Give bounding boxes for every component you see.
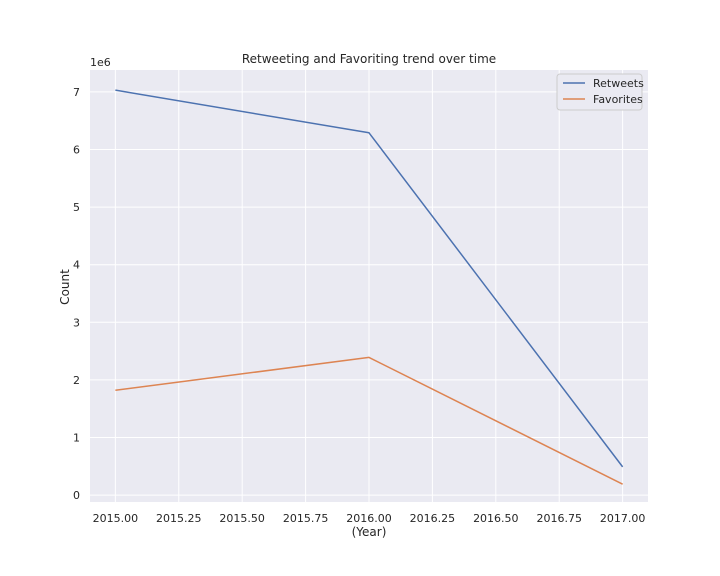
- series-line-retweets: [115, 89, 624, 468]
- y-tick-label: 1: [73, 431, 80, 444]
- y-tick-label: 7: [73, 86, 80, 99]
- y-tick-labels: 0 1 2 3 4 5 6 7: [73, 86, 80, 502]
- y-tick-label: 0: [73, 489, 80, 502]
- y-tick-label: 6: [73, 143, 80, 156]
- x-tick-label: 2016.00: [346, 512, 392, 525]
- y-tick-label: 4: [73, 259, 80, 272]
- x-axis-label: (Year): [352, 525, 387, 539]
- chart-title: Retweeting and Favoriting trend over tim…: [242, 52, 496, 66]
- x-tick-label: 2015.75: [283, 512, 329, 525]
- x-tick-label: 2016.50: [473, 512, 519, 525]
- y-tick-label: 3: [73, 316, 80, 329]
- y-tick-label: 2: [73, 374, 80, 387]
- x-tick-label: 2017.00: [600, 512, 646, 525]
- gridlines: [90, 70, 648, 502]
- series-line-favorites: [115, 356, 623, 485]
- x-tick-label: 2016.75: [536, 512, 582, 525]
- series-lines: [115, 89, 624, 485]
- x-tick-label: 2016.25: [410, 512, 456, 525]
- x-tick-label: 2015.25: [156, 512, 202, 525]
- legend-label-favorites: Favorites: [593, 93, 643, 106]
- x-tick-labels: 2015.00 2015.25 2015.50 2015.75 2016.00 2016.…: [93, 512, 646, 525]
- x-tick-label: 2015.50: [219, 512, 265, 525]
- y-tick-label: 5: [73, 201, 80, 214]
- legend: Retweets Favorites: [556, 73, 644, 111]
- x-tick-label: 2015.00: [93, 512, 139, 525]
- legend-label-retweets: Retweets: [593, 77, 644, 90]
- y-axis-label: Count: [58, 269, 72, 305]
- y-offset-label: 1e6: [90, 56, 111, 69]
